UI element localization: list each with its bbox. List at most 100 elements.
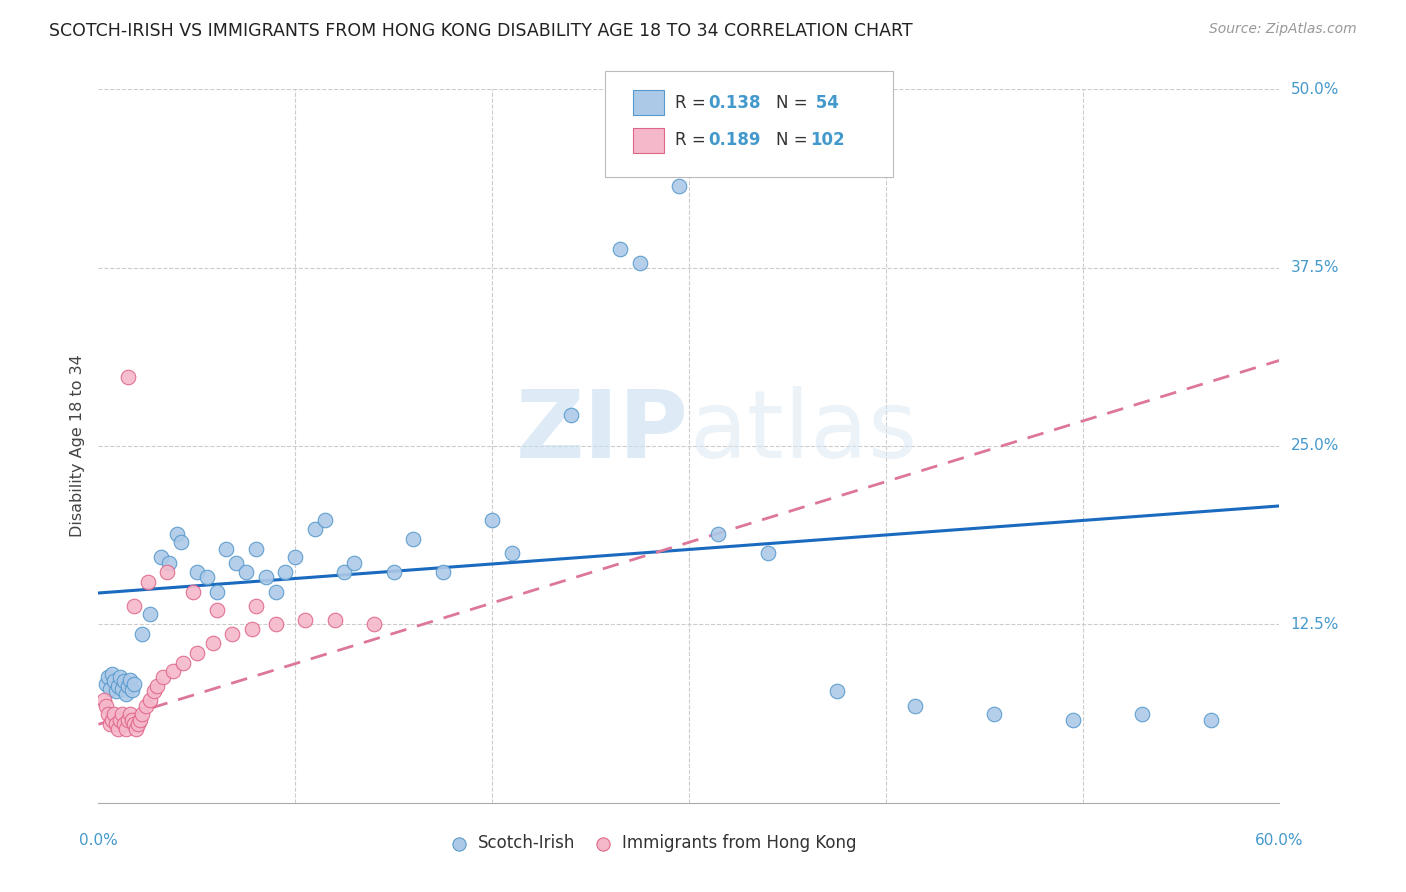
- Point: [245, 599, 267, 613]
- Point: [205, 603, 228, 617]
- Point: [118, 707, 141, 722]
- Point: [108, 713, 131, 727]
- Point: [122, 717, 145, 731]
- Text: 0.0%: 0.0%: [79, 833, 118, 848]
- Point: [97, 707, 120, 722]
- Point: [117, 370, 139, 384]
- Y-axis label: Disability Age 18 to 34: Disability Age 18 to 34: [69, 355, 84, 537]
- Point: [97, 670, 120, 684]
- Point: [96, 698, 118, 713]
- Point: [98, 681, 121, 696]
- Point: [983, 707, 1005, 722]
- Point: [181, 584, 204, 599]
- Point: [105, 684, 128, 698]
- Text: SCOTCH-IRISH VS IMMIGRANTS FROM HONG KONG DISABILITY AGE 18 TO 34 CORRELATION CH: SCOTCH-IRISH VS IMMIGRANTS FROM HONG KON…: [49, 22, 912, 40]
- Point: [131, 627, 153, 641]
- Point: [235, 565, 257, 579]
- Point: [101, 713, 124, 727]
- Point: [264, 617, 287, 632]
- Point: [1130, 707, 1153, 722]
- Point: [117, 679, 139, 693]
- Text: 54: 54: [810, 94, 839, 112]
- Point: [103, 707, 125, 722]
- Point: [128, 713, 150, 727]
- Point: [205, 584, 228, 599]
- Point: [146, 679, 169, 693]
- Point: [186, 565, 208, 579]
- Point: [481, 513, 503, 527]
- Point: [117, 713, 139, 727]
- Point: [904, 698, 927, 713]
- Point: [162, 665, 184, 679]
- Point: [96, 677, 118, 691]
- Text: N =: N =: [776, 94, 813, 112]
- Point: [166, 527, 188, 541]
- Point: [432, 565, 454, 579]
- Point: [93, 693, 115, 707]
- Point: [135, 698, 157, 713]
- Point: [107, 722, 129, 736]
- Point: [101, 667, 124, 681]
- Point: [111, 707, 134, 722]
- Point: [103, 674, 125, 689]
- Text: 25.0%: 25.0%: [1291, 439, 1339, 453]
- Text: R =: R =: [675, 131, 711, 149]
- Point: [245, 541, 267, 556]
- Point: [107, 679, 129, 693]
- Point: [560, 408, 582, 422]
- Text: 0.138: 0.138: [709, 94, 761, 112]
- Point: [225, 556, 247, 570]
- Text: 12.5%: 12.5%: [1291, 617, 1339, 632]
- Point: [108, 670, 131, 684]
- Text: 0.189: 0.189: [709, 131, 761, 149]
- Point: [122, 599, 145, 613]
- Point: [115, 722, 138, 736]
- Point: [111, 681, 134, 696]
- Point: [170, 534, 193, 549]
- Point: [668, 179, 690, 194]
- Point: [195, 570, 218, 584]
- Point: [215, 541, 238, 556]
- Point: [707, 527, 730, 541]
- Point: [264, 584, 287, 599]
- Point: [323, 613, 346, 627]
- Point: [382, 565, 405, 579]
- Point: [136, 574, 159, 589]
- Point: [240, 622, 263, 636]
- Text: N =: N =: [776, 131, 813, 149]
- Point: [112, 717, 135, 731]
- Point: [825, 684, 848, 698]
- Text: atlas: atlas: [689, 385, 917, 478]
- Point: [363, 617, 385, 632]
- Point: [105, 717, 128, 731]
- Point: [314, 513, 336, 527]
- Point: [122, 677, 145, 691]
- Text: ZIP: ZIP: [516, 385, 689, 478]
- Point: [115, 687, 138, 701]
- Point: [131, 707, 153, 722]
- Point: [1062, 713, 1084, 727]
- Point: [121, 713, 143, 727]
- Point: [1199, 713, 1222, 727]
- Point: [98, 717, 121, 731]
- Text: 50.0%: 50.0%: [1291, 82, 1339, 96]
- Text: Source: ZipAtlas.com: Source: ZipAtlas.com: [1209, 22, 1357, 37]
- Point: [157, 556, 180, 570]
- Point: [138, 693, 160, 707]
- Point: [172, 656, 194, 670]
- Point: [628, 256, 651, 270]
- Point: [333, 565, 356, 579]
- Point: [152, 670, 174, 684]
- Point: [150, 550, 173, 565]
- Point: [127, 717, 149, 731]
- Point: [609, 242, 631, 256]
- Point: [138, 607, 160, 622]
- Point: [284, 550, 307, 565]
- Text: 37.5%: 37.5%: [1291, 260, 1339, 275]
- Point: [221, 627, 243, 641]
- Point: [294, 613, 316, 627]
- Point: [756, 546, 779, 560]
- Point: [343, 556, 366, 570]
- Point: [118, 673, 141, 687]
- Point: [501, 546, 523, 560]
